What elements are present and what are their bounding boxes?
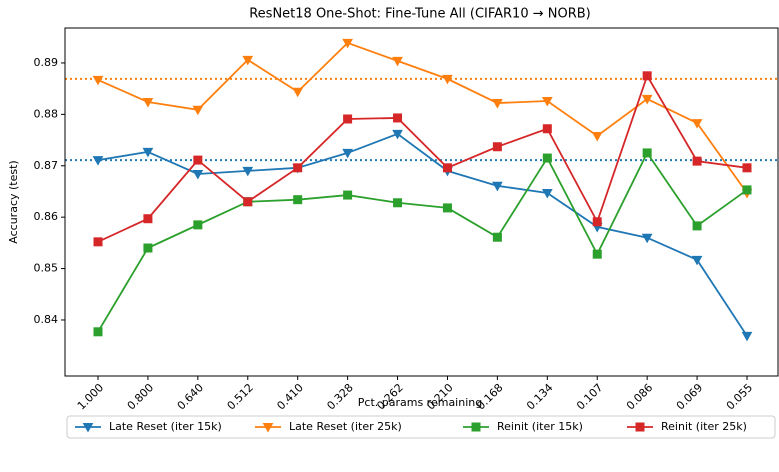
data-point xyxy=(692,156,702,166)
data-point xyxy=(541,189,553,199)
data-point xyxy=(641,94,653,105)
series-line xyxy=(97,132,748,337)
y-axis-label: Accuracy (test) xyxy=(7,160,20,243)
legend-label: Late Reset (iter 25k) xyxy=(289,420,402,433)
legend-marker xyxy=(262,423,274,433)
x-tick-label: 0.640 xyxy=(175,381,206,412)
data-point xyxy=(192,169,204,180)
data-point xyxy=(343,190,353,200)
legend-box xyxy=(66,415,776,439)
data-point xyxy=(542,124,552,134)
data-point xyxy=(691,119,703,129)
plot-frame xyxy=(64,27,779,377)
y-tick-label: 0.88 xyxy=(34,107,59,120)
legend-label: Reinit (iter 25k) xyxy=(661,420,747,433)
data-point xyxy=(442,74,453,85)
data-point xyxy=(392,129,403,140)
data-point xyxy=(293,195,303,205)
x-tick-label: 0.055 xyxy=(724,381,755,412)
data-point xyxy=(93,237,103,247)
x-axis-label: Pct. params remaining xyxy=(358,396,482,409)
data-point xyxy=(442,163,452,173)
data-point xyxy=(193,155,203,165)
x-tick-label: 0.086 xyxy=(624,381,655,412)
x-tick-label: 0.134 xyxy=(524,381,555,412)
data-point xyxy=(393,198,403,208)
legend-marker xyxy=(471,422,481,432)
data-point xyxy=(143,243,153,253)
data-point xyxy=(242,166,254,177)
data-point xyxy=(142,147,154,158)
data-point xyxy=(742,185,752,195)
data-point xyxy=(293,163,303,173)
y-tick-label: 0.89 xyxy=(34,56,59,69)
data-point xyxy=(92,75,104,86)
x-tick-label: 0.800 xyxy=(125,381,156,412)
y-tick-label: 0.85 xyxy=(34,262,59,275)
data-point xyxy=(592,249,602,259)
data-point xyxy=(143,214,153,224)
series-line xyxy=(97,41,748,194)
data-point xyxy=(393,113,403,123)
data-point xyxy=(591,131,603,142)
data-point xyxy=(741,331,753,342)
data-point xyxy=(692,221,702,231)
data-point xyxy=(492,181,503,192)
legend-label: Reinit (iter 15k) xyxy=(497,420,583,433)
x-tick-label: 0.069 xyxy=(674,381,705,412)
data-point xyxy=(442,203,452,213)
y-tick-label: 0.86 xyxy=(34,210,59,223)
data-point xyxy=(243,197,253,207)
legend-marker xyxy=(635,422,645,432)
data-point xyxy=(691,255,703,266)
data-point xyxy=(142,98,154,108)
y-tick-label: 0.87 xyxy=(34,159,59,172)
data-point xyxy=(193,220,203,230)
data-point xyxy=(93,327,103,337)
data-point xyxy=(342,148,353,159)
data-point xyxy=(392,56,403,67)
data-point xyxy=(343,114,353,124)
x-tick-label: 0.512 xyxy=(225,381,256,412)
data-point xyxy=(592,217,602,227)
data-point xyxy=(492,142,502,152)
y-tick-label: 0.84 xyxy=(34,313,59,326)
data-point xyxy=(642,71,652,81)
data-point xyxy=(292,87,304,98)
x-tick-label: 1.000 xyxy=(75,381,106,412)
series-line xyxy=(97,73,748,243)
data-point xyxy=(641,233,653,244)
data-point xyxy=(492,232,502,242)
data-point xyxy=(642,148,652,158)
data-point xyxy=(742,163,752,173)
x-tick-label: 0.107 xyxy=(574,381,605,412)
data-point xyxy=(92,156,104,166)
data-point xyxy=(342,38,353,49)
series-line xyxy=(97,151,748,333)
chart-title: ResNet18 One-Shot: Fine-Tune All (CIFAR1… xyxy=(249,7,591,22)
legend-marker xyxy=(82,423,94,433)
x-tick-label: 0.410 xyxy=(274,381,305,412)
data-point xyxy=(541,96,553,107)
data-point xyxy=(242,55,254,66)
x-tick-label: 0.328 xyxy=(324,381,355,412)
data-point xyxy=(492,99,503,109)
data-point xyxy=(542,153,552,163)
data-point xyxy=(192,105,204,116)
legend-label: Late Reset (iter 15k) xyxy=(109,420,222,433)
